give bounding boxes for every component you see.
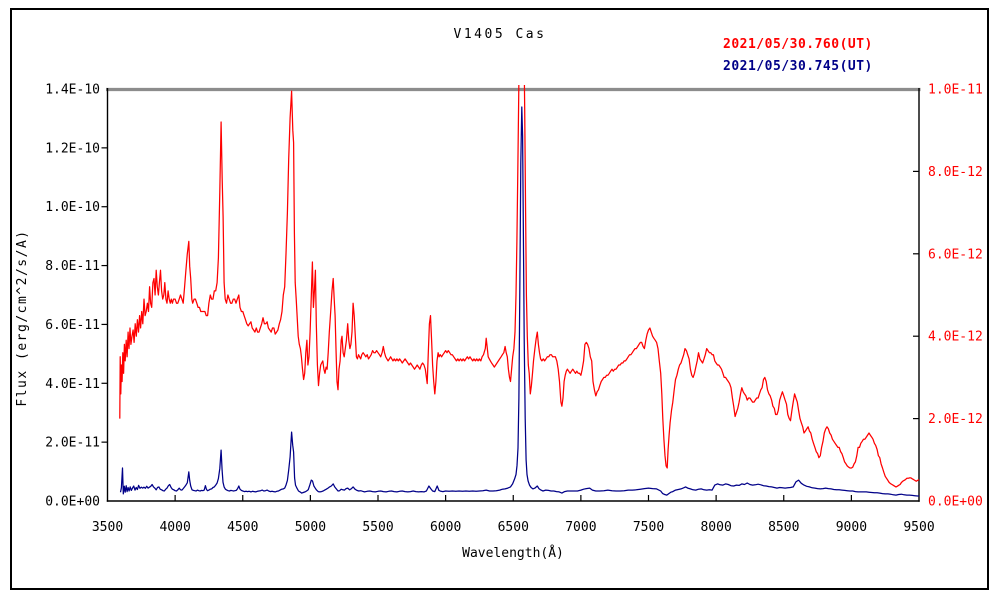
x-tick-label: 9000 (836, 520, 867, 535)
x-tick-label: 4500 (227, 520, 258, 535)
x-tick-label: 6500 (498, 520, 529, 535)
figure-border (10, 8, 989, 590)
right-tick-label: 0.0E+00 (928, 495, 983, 510)
chart-title: V1405 Cas (453, 27, 547, 42)
x-tick-label: 9500 (903, 520, 934, 535)
x-tick-label: 6000 (430, 520, 461, 535)
x-tick-label: 7500 (633, 520, 664, 535)
right-tick-label: 8.0E-12 (928, 165, 983, 180)
left-tick-label: 1.4E-10 (45, 83, 100, 98)
x-tick-label: 7000 (565, 520, 596, 535)
left-tick-label: 8.0E-11 (45, 259, 100, 274)
legend-item-red: 2021/05/30.760(UT) (723, 37, 873, 52)
x-tick-label: 4000 (159, 520, 190, 535)
x-tick-label: 8500 (768, 520, 799, 535)
x-tick-label: 5500 (362, 520, 393, 535)
left-tick-label: 2.0E-11 (45, 436, 100, 451)
y-axis-title: Flux (erg/cm^2/s/A) (15, 229, 30, 406)
left-tick-label: 0.0E+00 (45, 495, 100, 510)
left-tick-label: 1.0E-10 (45, 200, 100, 215)
spectrum-line-red (119, 85, 920, 488)
spectrum-line-blue (119, 106, 919, 497)
right-tick-label: 6.0E-12 (928, 247, 983, 262)
legend-item-blue: 2021/05/30.745(UT) (723, 59, 873, 74)
right-tick-label: 4.0E-12 (928, 330, 983, 345)
right-tick-label: 2.0E-12 (928, 412, 983, 427)
x-tick-label: 3500 (92, 520, 123, 535)
x-tick-label: 5000 (295, 520, 326, 535)
left-tick-label: 6.0E-11 (45, 318, 100, 333)
legend: 2021/05/30.760(UT) 2021/05/30.745(UT) (723, 34, 873, 78)
left-tick-label: 1.2E-10 (45, 141, 100, 156)
x-axis-title: Wavelength(Å) (462, 545, 564, 561)
left-tick-label: 4.0E-11 (45, 377, 100, 392)
right-tick-label: 1.0E-11 (928, 83, 983, 98)
x-tick-label: 8000 (700, 520, 731, 535)
